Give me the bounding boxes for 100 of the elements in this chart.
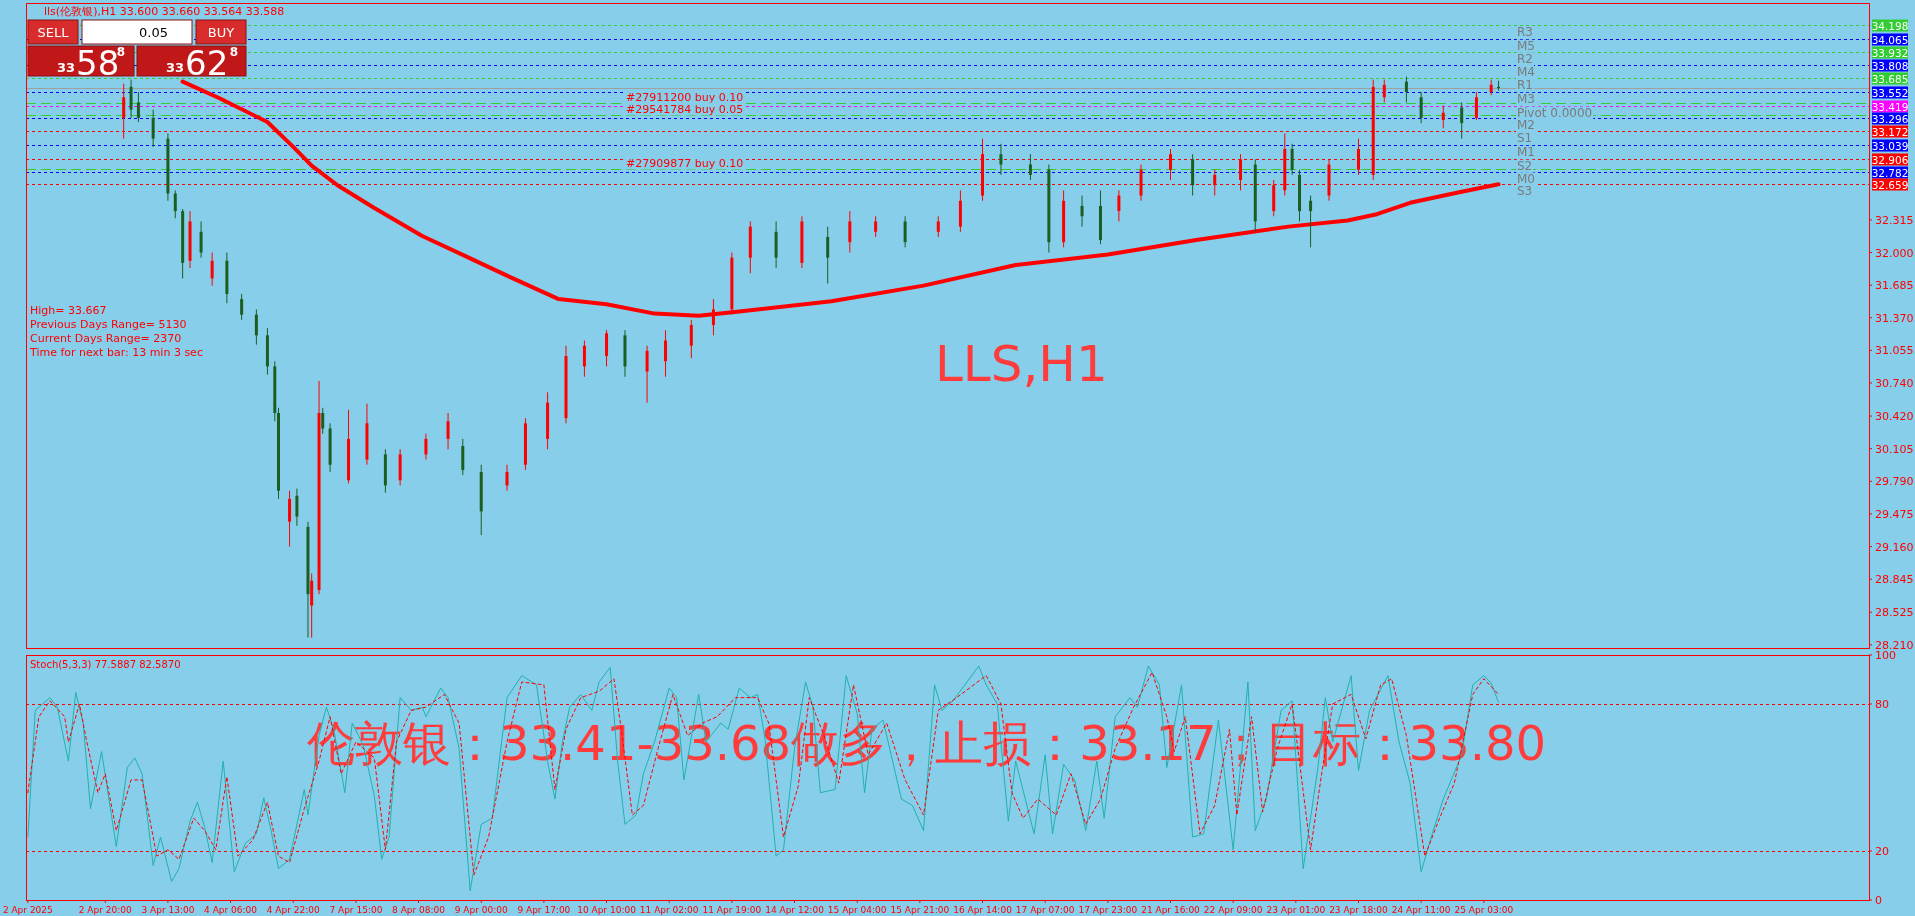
x-tick-label: 17 Apr 23:00: [1078, 905, 1138, 915]
x-tick-label: 22 Apr 09:00: [1203, 905, 1263, 915]
y-tick-label: 29.790: [1875, 475, 1914, 489]
ref-line-label: 33.296: [1871, 112, 1909, 125]
y-tick-label: 29.160: [1875, 540, 1914, 554]
annotation: R3: [1517, 24, 1533, 39]
annotation: M2: [1517, 118, 1535, 133]
y-tick-label: 31.055: [1875, 344, 1914, 358]
candlestick: [903, 215, 907, 248]
x-tick-label: 8 Apr 08:00: [392, 905, 446, 915]
ref-line-label: 34.065: [1871, 33, 1909, 46]
candlestick: [199, 220, 203, 259]
x-tick-label: 4 Apr 22:00: [266, 905, 320, 915]
x-tick-label: 2 Apr 2025: [2, 905, 53, 915]
annotation: Pivot 0.0000: [1517, 105, 1593, 120]
y-tick-label: 28.845: [1875, 573, 1914, 587]
candlestick: [254, 308, 258, 346]
y-tick-label: 20: [1875, 845, 1889, 858]
x-tick-label: 11 Apr 19:00: [702, 905, 762, 915]
candlestick: [210, 252, 214, 287]
x-tick-label: 23 Apr 01:00: [1266, 905, 1326, 915]
y-tick-label: 32.000: [1875, 246, 1914, 260]
y-tick-label: 100: [1875, 649, 1896, 662]
candlestick: [136, 91, 140, 123]
candlestick: [1382, 79, 1386, 103]
y-tick-label: 80: [1875, 698, 1889, 711]
x-tick-label: 7 Apr 15:00: [329, 905, 383, 915]
candlestick: [446, 412, 450, 450]
candlestick: [999, 143, 1003, 176]
ref-line-label: #29541784 buy 0.05: [626, 102, 744, 116]
ref-line-label: 32.782: [1871, 166, 1909, 179]
chart-title: Stoch(5,3,3) 77.5887 82.5870: [30, 659, 181, 670]
annotation: Time for next bar: 13 min 3 sec: [29, 346, 203, 359]
annotation: M4: [1517, 65, 1535, 80]
ref-line-label: 33.172: [1871, 125, 1909, 138]
annotation: M1: [1517, 144, 1535, 159]
y-tick-label: 30.105: [1875, 442, 1914, 456]
x-tick-label: 9 Apr 17:00: [517, 905, 571, 915]
candlestick: [1460, 101, 1464, 140]
annotation: S1: [1517, 131, 1533, 146]
x-tick-label: 11 Apr 02:00: [639, 905, 699, 915]
candlestick: [664, 329, 668, 378]
ref-line-label: 33.552: [1871, 86, 1909, 99]
ref-line-label: 33.932: [1871, 46, 1909, 59]
candlestick: [1117, 189, 1121, 222]
annotation: SELL: [37, 25, 70, 40]
candlestick: [461, 438, 465, 476]
x-tick-label: 9 Apr 00:00: [454, 905, 508, 915]
annotation: 62: [185, 43, 229, 83]
candlestick: [582, 340, 586, 378]
x-tick-label: 15 Apr 21:00: [890, 905, 950, 915]
ref-line-label: #27911200 buy 0.10: [626, 90, 744, 104]
annotation: BUY: [207, 25, 235, 40]
x-tick-label: 4 Apr 06:00: [204, 905, 258, 915]
x-tick-label: 24 Apr 11:00: [1391, 905, 1451, 915]
y-tick-label: 29.475: [1875, 507, 1914, 521]
candlestick: [151, 109, 155, 148]
candlestick: [848, 210, 852, 254]
x-tick-label: 2 Apr 20:00: [78, 905, 132, 915]
candlestick: [1441, 105, 1445, 129]
annotation: 0.05: [139, 25, 168, 40]
candlestick: [826, 226, 830, 285]
annotation: 8: [229, 45, 239, 59]
annotation: Previous Days Range= 5130: [30, 318, 187, 331]
annotation: High= 33.667: [30, 304, 107, 317]
x-tick-label: 21 Apr 16:00: [1141, 905, 1201, 915]
ref-line-label: 32.906: [1871, 153, 1909, 166]
x-tick-label: 15 Apr 04:00: [827, 905, 887, 915]
ref-line-label: 33.419: [1871, 100, 1909, 113]
candlestick: [1474, 91, 1478, 121]
y-tick-label: 32.315: [1875, 213, 1914, 227]
y-tick-label: 31.370: [1875, 311, 1914, 325]
candlestick: [689, 319, 693, 359]
annotation: 33: [165, 60, 185, 75]
x-tick-label: 14 Apr 12:00: [765, 905, 825, 915]
ref-line-label: 33.039: [1871, 139, 1909, 152]
candlestick: [936, 215, 940, 238]
y-tick-label: 0: [1875, 894, 1882, 907]
candlestick: [129, 79, 133, 119]
x-tick-label: 16 Apr 14:00: [953, 905, 1013, 915]
x-tick-label: 23 Apr 18:00: [1329, 905, 1389, 915]
annotation: M3: [1517, 91, 1535, 106]
y-tick-label: 28.210: [1875, 638, 1914, 652]
candlestick: [173, 189, 177, 219]
x-tick-label: 25 Apr 03:00: [1454, 905, 1514, 915]
annotation: R2: [1517, 52, 1533, 67]
ref-line-label: 34.198: [1871, 19, 1909, 32]
candlestick: [505, 464, 509, 492]
annotation: S2: [1517, 158, 1533, 173]
annotation: S3: [1517, 184, 1533, 199]
annotation: M5: [1517, 38, 1535, 53]
annotation: R1: [1517, 78, 1533, 93]
candlestick: [424, 433, 428, 461]
x-tick-label: 10 Apr 10:00: [577, 905, 637, 915]
annotation: 33: [56, 60, 76, 75]
annotation: Current Days Range= 2370: [30, 332, 182, 345]
candlestick: [240, 293, 244, 321]
ref-line-label: 33.808: [1871, 59, 1909, 72]
ref-line-label: 33.685: [1871, 72, 1909, 85]
y-tick-label: 30.420: [1875, 410, 1914, 424]
